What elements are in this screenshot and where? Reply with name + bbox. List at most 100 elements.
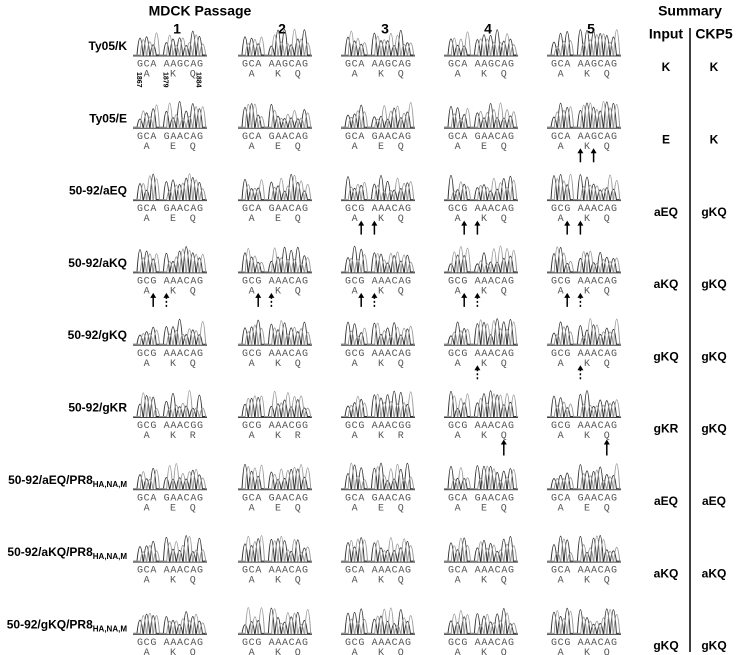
chromatogram: [341, 246, 415, 273]
input-value: K: [662, 60, 671, 74]
chromatogram: [444, 318, 518, 345]
nucleotides: GCG AAACAG: [448, 421, 514, 432]
amino-acid: K: [378, 576, 384, 587]
chromatogram: [238, 29, 312, 56]
amino-acid: A: [249, 576, 255, 587]
amino-acid: A: [249, 142, 255, 153]
nucleotides: GCG AAACAG: [242, 349, 308, 360]
chromatogram: [547, 463, 621, 490]
amino-acid: K: [170, 359, 176, 370]
amino-acid: A: [558, 142, 564, 153]
chromatogram: [238, 175, 312, 201]
nucleotides: GCG AAACGG: [345, 421, 411, 432]
amino-acid: K: [481, 359, 487, 370]
nucleotides: GCG AAACAG: [551, 204, 617, 215]
arrow-head: [358, 292, 365, 298]
amino-acid: K: [170, 648, 176, 655]
nucleotides: GCG AAACAG: [448, 277, 514, 288]
amino-acid: Q: [190, 359, 196, 370]
amino-acid: K: [481, 648, 487, 655]
chromatogram: [133, 320, 207, 345]
amino-acid: K: [170, 431, 176, 442]
chromatogram: [133, 467, 207, 490]
input-value: gKR: [654, 422, 679, 436]
amino-acid: K: [584, 359, 590, 370]
amino-acid: K: [378, 431, 384, 442]
amino-acid: K: [275, 576, 281, 587]
row-label-text: 50-92/aEQ: [69, 184, 127, 198]
row-label: 50-92/gKQ/PR8HA,NA,M: [7, 618, 128, 634]
amino-acid: Q: [501, 70, 507, 81]
row-label: 50-92/aKQ/PR8HA,NA,M: [7, 545, 127, 561]
amino-acid: E: [481, 503, 487, 514]
arrow-head: [577, 365, 584, 371]
ckp5-value: aEQ: [702, 494, 726, 508]
amino-acid: A: [144, 142, 150, 153]
amino-acid: Q: [604, 576, 610, 587]
amino-acid: Q: [190, 142, 196, 153]
amino-acid: K: [378, 214, 384, 225]
nucleotides: GCA AAACAG: [242, 566, 308, 577]
amino-acid: K: [378, 70, 384, 81]
chromatogram: [341, 322, 415, 345]
amino-acid: R: [190, 431, 196, 442]
arrow-head: [358, 220, 365, 226]
chromatogram: [238, 247, 312, 273]
amino-acid: A: [558, 287, 564, 298]
amino-acid: A: [455, 70, 461, 81]
amino-acid: A: [352, 503, 358, 514]
amino-acid: A: [558, 431, 564, 442]
nucleotides: GCG AAACAG: [345, 277, 411, 288]
amino-acid: E: [275, 503, 281, 514]
arrow-head: [371, 292, 378, 298]
row-label: 50-92/aEQ/PR8HA,NA,M: [8, 473, 127, 489]
amino-acid: K: [378, 648, 384, 655]
nucleotides: GCG AAACAG: [448, 638, 514, 649]
amino-acid: Q: [190, 287, 196, 298]
chromatogram: [238, 391, 312, 417]
amino-acid: A: [352, 648, 358, 655]
arrow-head: [461, 292, 468, 298]
row-label-sub: HA,NA,M: [93, 625, 128, 634]
row-label: 50-92/gKR: [68, 401, 127, 415]
column-header: 2: [278, 21, 286, 37]
chromatogram: [547, 535, 621, 562]
amino-acid: Q: [501, 431, 507, 442]
chromatogram: [444, 465, 518, 490]
nucleotides: GCA GAACAG: [345, 132, 411, 143]
amino-acid: E: [378, 503, 384, 514]
arrow-head: [150, 292, 157, 298]
amino-acid: E: [170, 503, 176, 514]
amino-acid: K: [584, 576, 590, 587]
chromatogram: [238, 464, 312, 490]
chromatogram: [547, 101, 621, 128]
chromatogram: [133, 101, 207, 128]
arrow-head: [163, 292, 170, 298]
amino-acid: K: [275, 287, 281, 298]
arrow-head: [564, 292, 571, 298]
amino-acid: A: [144, 503, 150, 514]
input-value: gKQ: [653, 349, 678, 363]
chromatogram: [547, 29, 621, 56]
ckp5-value: K: [710, 132, 719, 146]
amino-acid: A: [144, 431, 150, 442]
ckp5-value: gKQ: [701, 422, 726, 436]
amino-acid: E: [275, 142, 281, 153]
chromatogram: [444, 537, 518, 562]
amino-acid: Q: [501, 503, 507, 514]
chromatogram: [444, 608, 518, 634]
column-header: 1: [173, 21, 181, 37]
chromatogram: [444, 175, 518, 201]
amino-acid: Q: [295, 576, 301, 587]
chromatogram: [133, 32, 207, 56]
amino-acid: K: [584, 142, 590, 153]
amino-acid: Q: [190, 648, 196, 655]
nucleotides: GCA GAACAG: [137, 132, 203, 143]
chromatogram: [547, 246, 621, 273]
nucleotides: GCG AAACAG: [448, 204, 514, 215]
amino-acid: E: [170, 214, 176, 225]
amino-acid: Q: [398, 287, 404, 298]
amino-acid: A: [249, 648, 255, 655]
amino-acid: Q: [190, 214, 196, 225]
